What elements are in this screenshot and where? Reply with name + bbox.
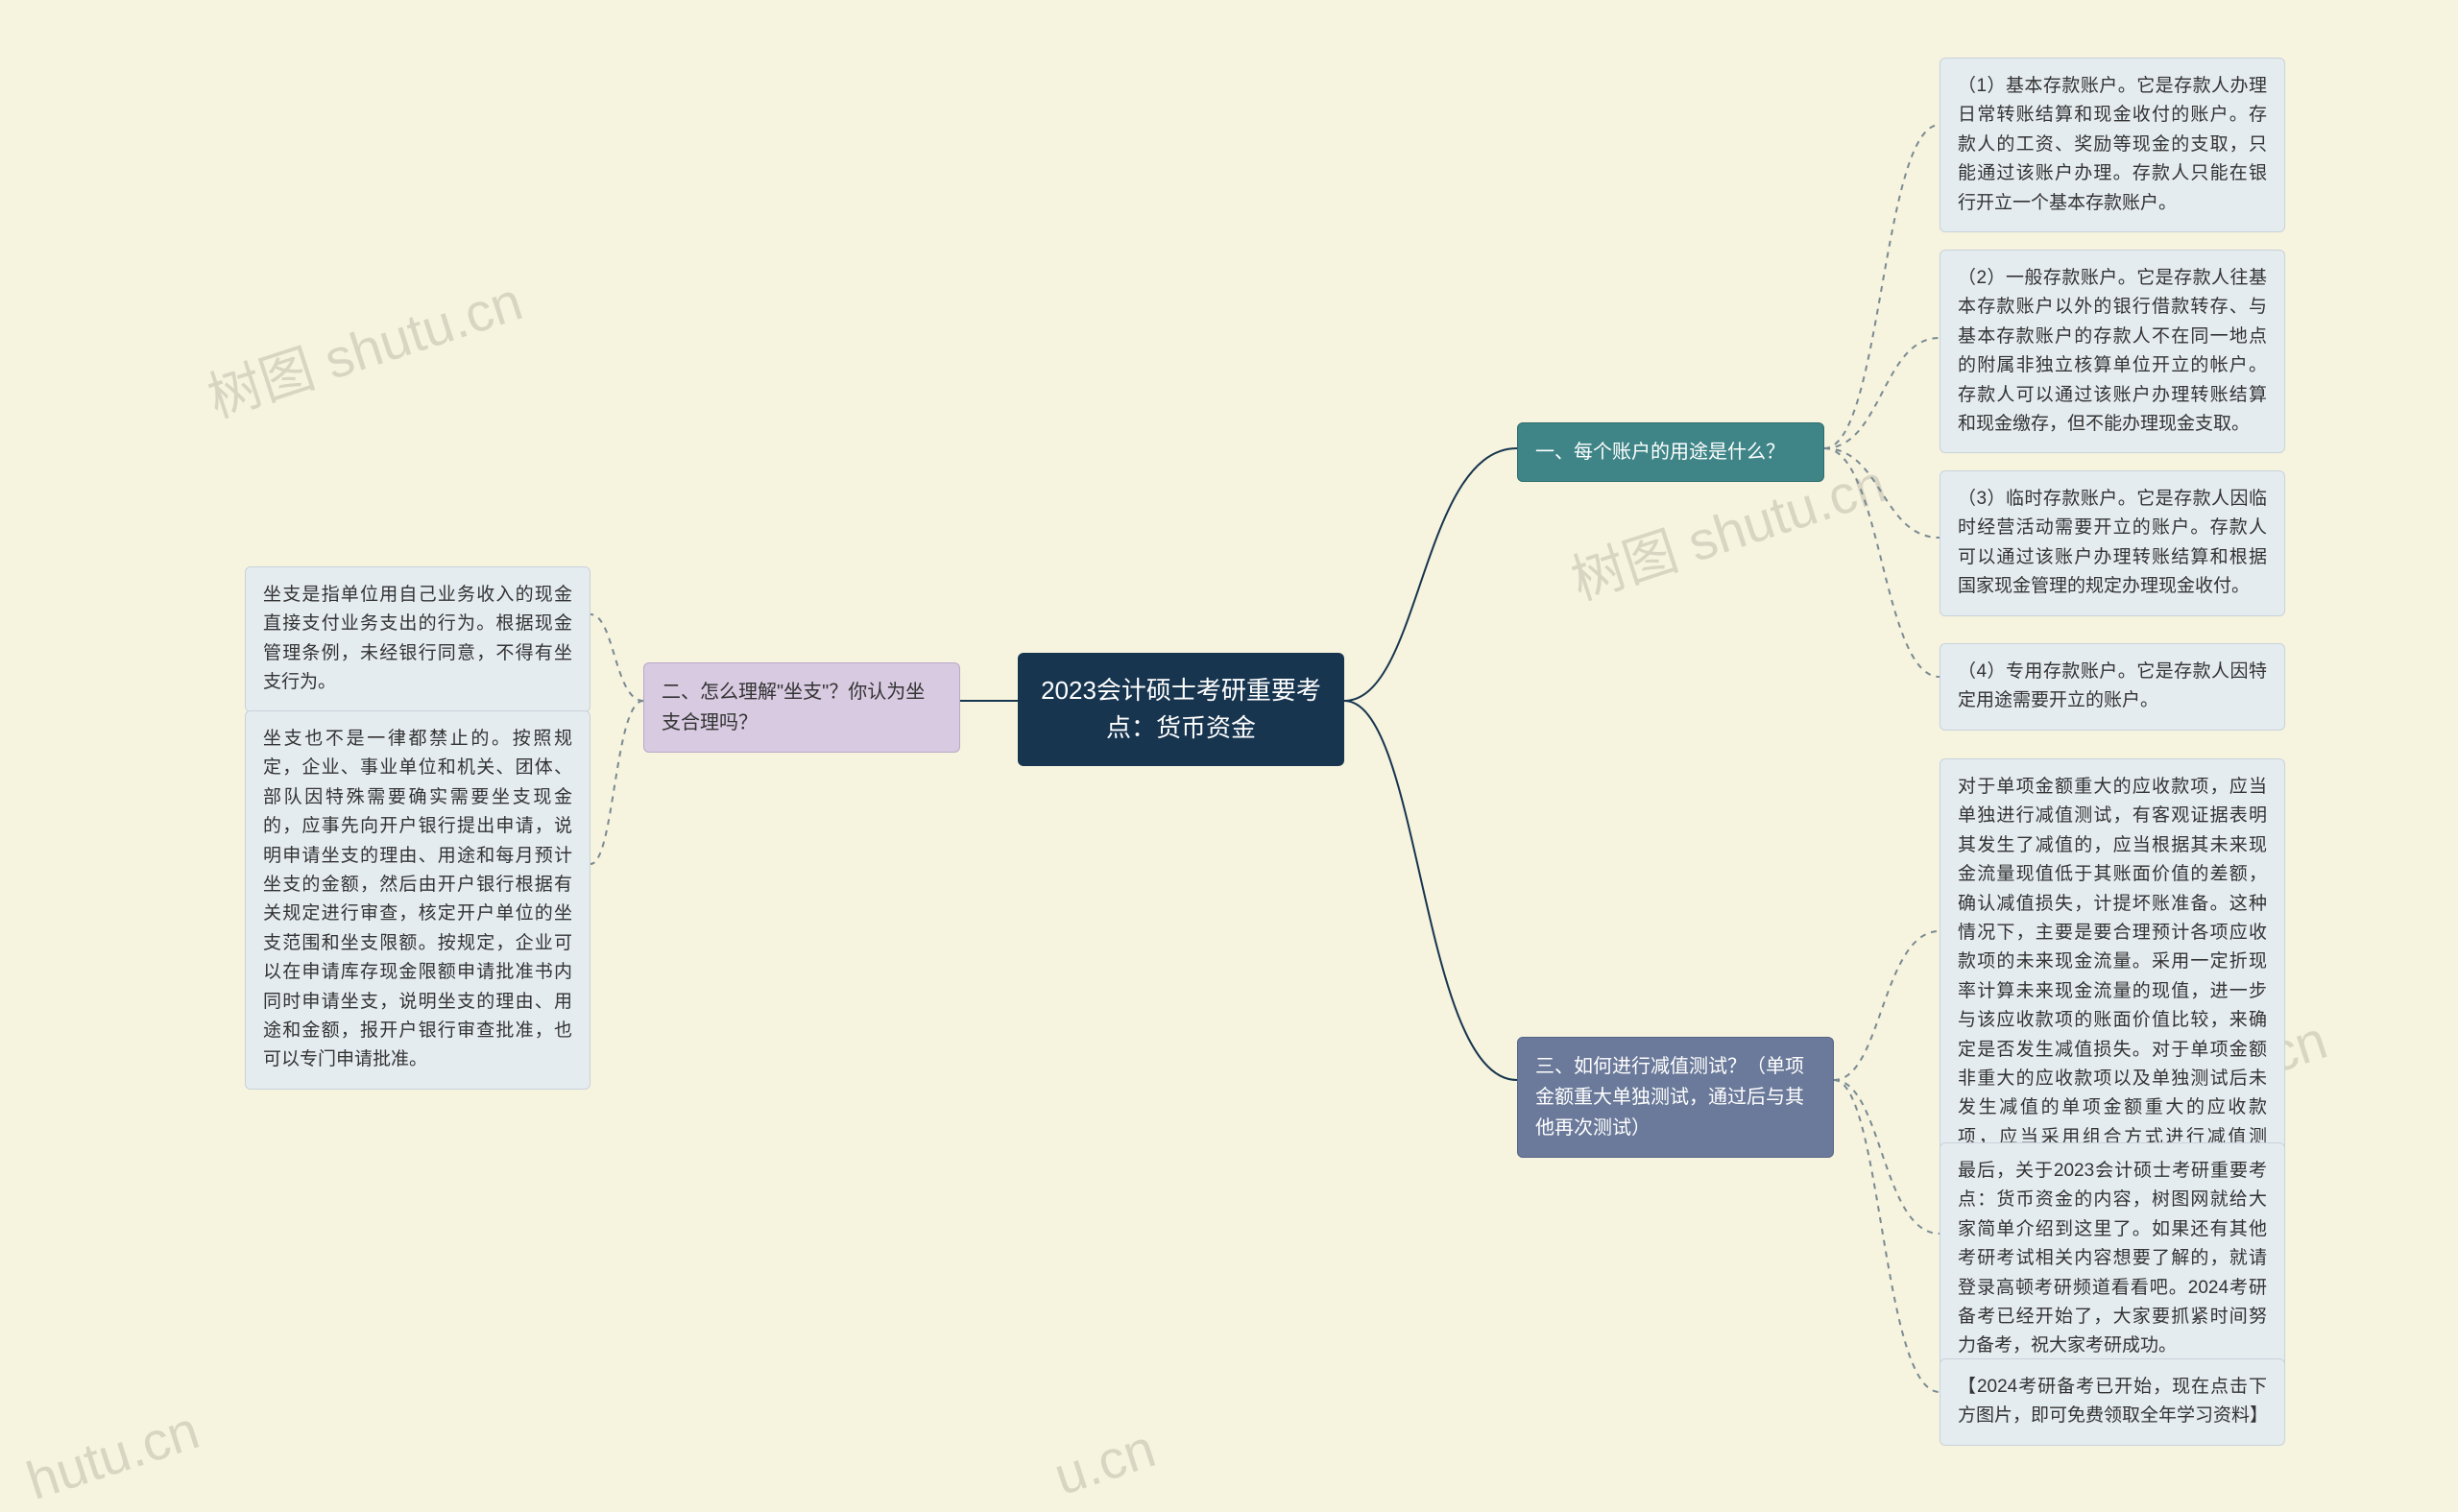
watermark: hutu.cn: [19, 1398, 206, 1512]
leaf-b1-1[interactable]: （1）基本存款账户。它是存款人办理日常转账结算和现金收付的账户。存款人的工资、奖…: [1940, 58, 2285, 232]
leaf-b3-1[interactable]: 对于单项金额重大的应收款项，应当单独进行减值测试，有客观证据表明其发生了减值的，…: [1940, 758, 2285, 1195]
leaf-b3-2[interactable]: 最后，关于2023会计硕士考研重要考点：货币资金的内容，树图网就给大家简单介绍到…: [1940, 1142, 2285, 1376]
leaf-b1-3[interactable]: （3）临时存款账户。它是存款人因临时经营活动需要开立的账户。存款人可以通过该账户…: [1940, 470, 2285, 616]
root-line2: 点：货币资金: [1106, 713, 1256, 742]
watermark: u.cn: [1047, 1416, 1163, 1507]
leaf-b1-2[interactable]: （2）一般存款账户。它是存款人往基本存款账户以外的银行借款转存、与基本存款账户的…: [1940, 250, 2285, 453]
leaf-b2-1[interactable]: 坐支是指单位用自己业务收入的现金直接支付业务支出的行为。根据现金管理条例，未经银…: [245, 566, 590, 712]
leaf-b1-4[interactable]: （4）专用存款账户。它是存款人因特定用途需要开立的账户。: [1940, 643, 2285, 731]
branch-2[interactable]: 二、怎么理解"坐支"？你认为坐支合理吗？: [643, 662, 960, 753]
leaf-b2-2[interactable]: 坐支也不是一律都禁止的。按照规定，企业、事业单位和机关、团体、部队因特殊需要确实…: [245, 710, 590, 1090]
branch-1[interactable]: 一、每个账户的用途是什么？: [1517, 422, 1824, 482]
branch-3[interactable]: 三、如何进行减值测试？（单项金额重大单独测试，通过后与其他再次测试）: [1517, 1037, 1834, 1158]
root-line1: 2023会计硕士考研重要考: [1041, 676, 1321, 705]
root-node[interactable]: 2023会计硕士考研重要考 点：货币资金: [1018, 653, 1344, 766]
leaf-b3-3[interactable]: 【2024考研备考已开始，现在点击下方图片，即可免费领取全年学习资料】: [1940, 1358, 2285, 1446]
watermark: 树图 shutu.cn: [197, 258, 531, 433]
